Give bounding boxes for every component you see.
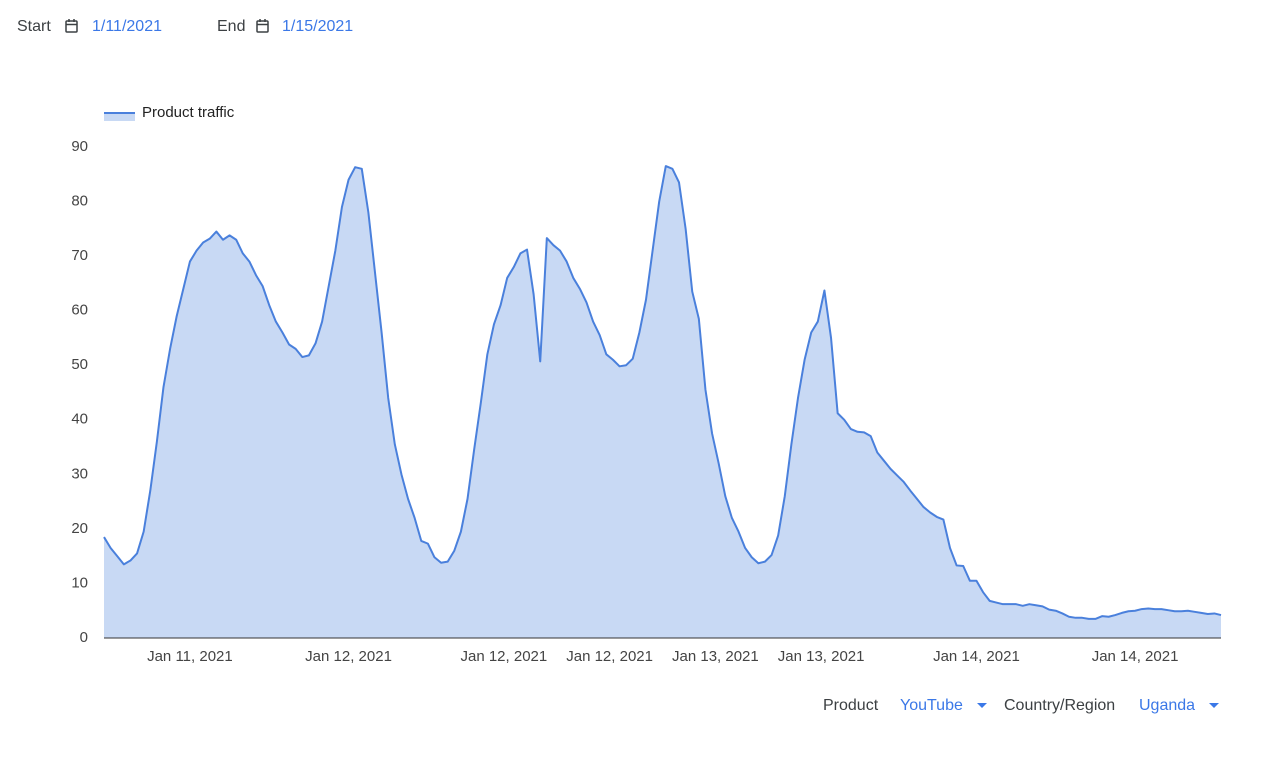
x-tick-label: Jan 14, 2021 — [933, 648, 1020, 665]
x-tick-label: Jan 12, 2021 — [305, 648, 392, 665]
y-tick-label: 10 — [71, 574, 88, 591]
calendar-icon — [256, 19, 269, 33]
x-tick-label: Jan 12, 2021 — [566, 648, 653, 665]
y-tick-label: 30 — [71, 465, 88, 482]
start-date[interactable]: 1/11/2021 — [92, 18, 162, 35]
x-tick-label: Jan 14, 2021 — [1092, 648, 1179, 665]
product-label: Product — [823, 697, 879, 714]
y-tick-label: 70 — [71, 247, 88, 264]
y-tick-label: 90 — [71, 138, 88, 155]
dropdown-arrow[interactable] — [977, 703, 987, 708]
end-date[interactable]: 1/15/2021 — [282, 18, 353, 35]
x-tick-label: Jan 11, 2021 — [147, 648, 233, 665]
dropdown-arrow[interactable] — [1209, 703, 1219, 708]
end-label: End — [217, 18, 245, 35]
y-tick-label: 50 — [71, 356, 88, 373]
region-dropdown[interactable]: Uganda — [1139, 697, 1195, 714]
y-tick-label: 60 — [71, 302, 88, 319]
legend-label: Product traffic — [142, 104, 235, 121]
legend-swatch — [104, 113, 135, 121]
region-label: Country/Region — [1004, 697, 1115, 714]
x-tick-label: Jan 13, 2021 — [778, 648, 865, 665]
y-tick-label: 40 — [71, 411, 88, 428]
calendar-icon — [65, 19, 78, 33]
area-line — [103, 165, 1222, 620]
y-tick-label: 0 — [80, 629, 88, 646]
area-fill — [104, 166, 1221, 638]
product-dropdown[interactable]: YouTube — [900, 697, 963, 714]
x-tick-label: Jan 12, 2021 — [460, 648, 547, 665]
y-tick-label: 20 — [71, 520, 88, 537]
x-tick-label: Jan 13, 2021 — [672, 648, 759, 665]
start-label: Start — [17, 18, 51, 35]
y-tick-label: 80 — [71, 193, 88, 210]
